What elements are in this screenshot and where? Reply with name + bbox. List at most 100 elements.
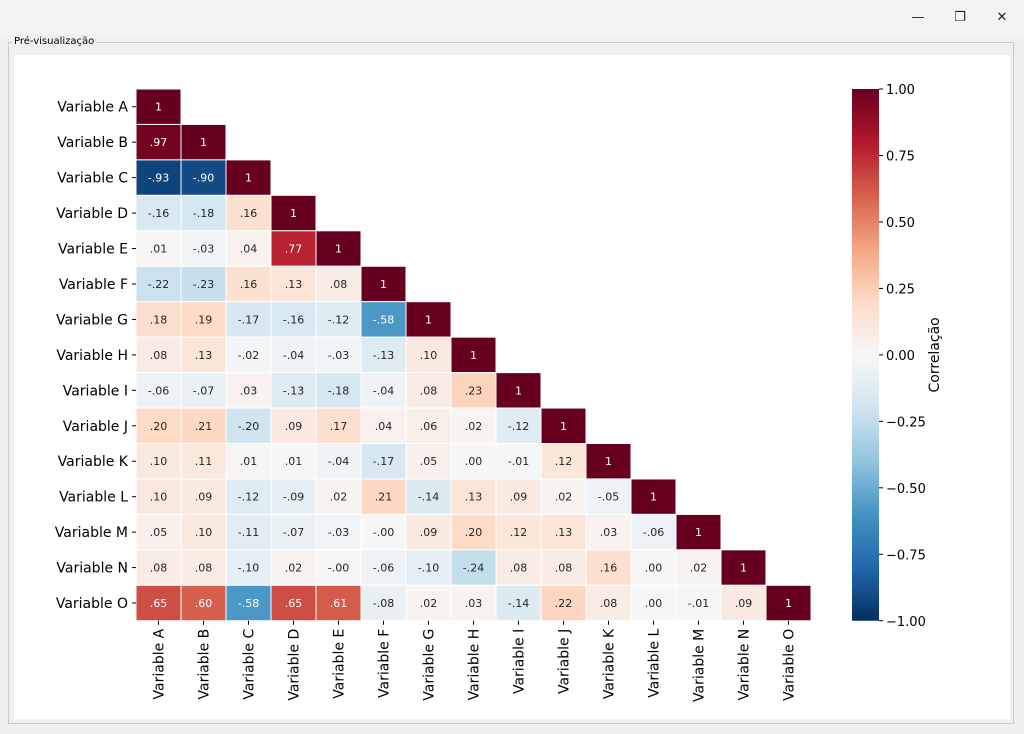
close-button[interactable]: ✕ [996,9,1008,25]
cell-value-label: .08 [555,562,573,575]
heatmap-cell [450,513,497,551]
cell-value-label: .02 [420,597,438,610]
cell-value-label: -.03 [328,349,349,362]
cell-value-label: .61 [330,597,348,610]
cell-value-label: -.01 [508,455,529,468]
y-tick-label: Variable O [56,596,128,612]
cell-value-label: -.20 [238,420,259,433]
heatmap-cell [405,478,452,515]
cell-value-label: -.58 [373,313,394,326]
heatmap-cell [180,478,227,515]
cell-value-label: .20 [150,420,168,433]
heatmap-cell [180,584,227,622]
cell-value-label: -.12 [508,420,529,433]
heatmap-cell [450,549,497,586]
heatmap-cell [585,443,632,480]
preview-group-label: Pré-visualização [12,36,97,47]
heatmap-cell [540,584,587,622]
cell-value-label: -.10 [238,562,259,575]
heatmap-cell [180,265,227,303]
y-tick-label: Variable I [63,383,128,399]
heatmap-cell [450,407,497,444]
cell-value-label: -.12 [328,313,349,326]
cell-value-label: 1 [515,384,522,397]
y-tick-label: Variable L [59,490,128,506]
colorbar-tick-label: 1.00 [886,83,915,98]
cell-value-label: .01 [150,243,168,256]
x-tick-label: Variable H [467,629,483,701]
x-tick-label: Variable L [647,629,663,698]
heatmap-cell [450,336,497,374]
cell-value-label: -.03 [193,243,214,256]
cell-value-label: .21 [195,420,213,433]
y-tick-label: Variable C [57,171,128,187]
minimize-button[interactable]: — [911,9,925,25]
cell-value-label: .08 [195,562,213,575]
colorbar-tick-label: −1.00 [886,615,926,630]
heatmap-cell [315,372,362,409]
cell-value-label: 1 [380,278,387,291]
cell-value-label: 1 [470,349,477,362]
x-tick-label: Variable D [287,629,303,701]
cell-value-label: 1 [245,172,252,185]
cell-value-label: .12 [555,455,573,468]
cell-value-label: -.23 [193,278,214,291]
heatmap-cell [135,478,182,515]
cell-value-label: .08 [150,349,168,362]
cell-value-label: .03 [600,526,618,539]
maximize-button[interactable]: ❐ [954,9,966,25]
colorbar-tick-label: −0.50 [886,482,926,497]
cell-value-label: -.16 [283,313,304,326]
cell-value-label: .97 [150,136,168,149]
y-tick-label: Variable N [56,561,128,577]
cell-value-label: -.05 [598,491,619,504]
cell-value-label: -.11 [238,526,259,539]
cell-value-label: .77 [285,243,303,256]
cell-value-label: 1 [740,562,747,575]
x-tick-label: Variable O [782,629,798,701]
colorbar-tick-label: 0.75 [886,149,915,164]
cell-value-label: .09 [195,491,213,504]
heatmap-cell [720,584,767,622]
cell-value-label: .09 [420,526,438,539]
cell-value-label: -.08 [373,597,394,610]
cell-value-label: 1 [155,101,162,114]
cell-value-label: .23 [465,384,483,397]
cell-value-label: .13 [465,491,483,504]
heatmap-cell [630,513,677,551]
cell-value-label: -.18 [328,384,349,397]
heatmap-cell [495,584,542,622]
cell-value-label: .21 [375,491,393,504]
heatmap-cell [585,584,632,622]
heatmap-cell [315,265,362,303]
heatmap-cell [675,513,722,551]
heatmap-cell [180,301,227,338]
cell-value-label: 1 [290,207,297,220]
x-tick-label: Variable B [197,629,213,700]
cell-value-label: .10 [150,491,168,504]
heatmap-cell [675,584,722,622]
cell-value-label: .16 [240,207,258,220]
cell-value-label: -.13 [283,384,304,397]
heatmap-cell [495,443,542,480]
cell-value-label: -.24 [463,562,484,575]
heatmap-cell [720,549,767,586]
heatmap-cell [315,230,362,267]
y-tick-label: Variable E [58,242,128,258]
heatmap-cell [225,443,272,480]
cell-value-label: .00 [465,455,483,468]
x-tick-label: Variable J [557,629,573,694]
y-tick-label: Variable K [58,454,129,470]
y-tick-label: Variable G [56,312,128,328]
heatmap-cell [135,230,182,267]
heatmap-cell [315,513,362,551]
heatmap-cell [270,372,317,409]
heatmap-cell [225,159,272,196]
cell-value-label: .16 [600,562,618,575]
heatmap-cell [450,478,497,515]
window-titlebar: — ❐ ✕ [0,0,1024,34]
heatmap-cell [180,336,227,374]
cell-value-label: -.16 [148,207,169,220]
cell-value-label: -.04 [328,455,349,468]
heatmap-cell [495,549,542,586]
